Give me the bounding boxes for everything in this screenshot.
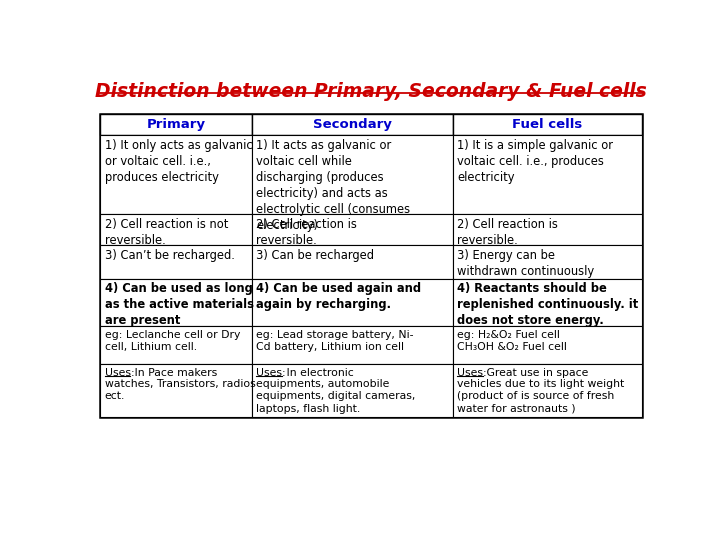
Text: Distinction between Primary, Secondary & Fuel cells: Distinction between Primary, Secondary &… [95, 82, 647, 102]
Bar [453, 114, 642, 136]
Text: eg: Leclanche cell or Dry
cell, Lithium cell.: eg: Leclanche cell or Dry cell, Lithium … [104, 330, 240, 353]
Text: Primary: Primary [146, 118, 205, 131]
Bar [100, 136, 252, 214]
Text: 1) It only acts as galvanic
or voltaic cell. i.e.,
produces electricity: 1) It only acts as galvanic or voltaic c… [104, 139, 252, 184]
Text: Secondary: Secondary [312, 118, 392, 131]
Bar [252, 279, 453, 326]
Text: 3) Can’t be recharged.: 3) Can’t be recharged. [104, 249, 235, 262]
Bar [100, 114, 642, 417]
Bar [100, 364, 252, 417]
Text: 2) Cell reaction is not
reversible.: 2) Cell reaction is not reversible. [104, 218, 228, 247]
Text: In Pace makers: In Pace makers [131, 368, 217, 377]
Text: In electronic: In electronic [283, 368, 354, 377]
Bar [252, 326, 453, 364]
Bar [100, 245, 252, 279]
Bar [252, 136, 453, 214]
Bar [100, 214, 252, 245]
Text: Uses:: Uses: [457, 368, 487, 377]
Text: Uses:: Uses: [256, 368, 286, 377]
Text: 3) Can be recharged: 3) Can be recharged [256, 249, 374, 262]
Text: 1) It acts as galvanic or
voltaic cell while
discharging (produces
electricity) : 1) It acts as galvanic or voltaic cell w… [256, 139, 410, 232]
Bar [252, 245, 453, 279]
Text: eg: Lead storage battery, Ni-
Cd battery, Lithium ion cell: eg: Lead storage battery, Ni- Cd battery… [256, 330, 414, 353]
Text: vehicles due to its light weight
(product of is source of fresh
water for astron: vehicles due to its light weight (produc… [457, 379, 624, 414]
Text: 2) Cell reaction is
reversible.: 2) Cell reaction is reversible. [256, 218, 357, 247]
Text: watches, Transistors, radios
ect.: watches, Transistors, radios ect. [104, 379, 256, 401]
Text: eg: H₂&O₂ Fuel cell
CH₃OH &O₂ Fuel cell: eg: H₂&O₂ Fuel cell CH₃OH &O₂ Fuel cell [457, 330, 567, 353]
Bar [453, 364, 642, 417]
Text: Uses:: Uses: [104, 368, 134, 377]
Bar [252, 214, 453, 245]
Text: Fuel cells: Fuel cells [513, 118, 582, 131]
Bar [453, 214, 642, 245]
Text: Great use in space: Great use in space [483, 368, 589, 377]
Bar [100, 279, 252, 326]
Bar [453, 245, 642, 279]
Bar [100, 326, 252, 364]
Bar [100, 114, 252, 136]
Bar [252, 364, 453, 417]
Bar [453, 279, 642, 326]
Text: equipments, automobile
equipments, digital cameras,
laptops, flash light.: equipments, automobile equipments, digit… [256, 379, 415, 414]
Text: 2) Cell reaction is
reversible.: 2) Cell reaction is reversible. [457, 218, 558, 247]
Text: 3) Energy can be
withdrawn continuously: 3) Energy can be withdrawn continuously [457, 249, 594, 278]
Bar [453, 326, 642, 364]
Text: 4) Reactants should be
replenished continuously. it
does not store energy.: 4) Reactants should be replenished conti… [457, 282, 639, 327]
Bar [453, 136, 642, 214]
Text: 1) It is a simple galvanic or
voltaic cell. i.e., produces
electricity: 1) It is a simple galvanic or voltaic ce… [457, 139, 613, 184]
Bar [252, 114, 453, 136]
Text: 4) Can be used as long
as the active materials
are present: 4) Can be used as long as the active mat… [104, 282, 253, 327]
Text: 4) Can be used again and
again by recharging.: 4) Can be used again and again by rechar… [256, 282, 421, 311]
